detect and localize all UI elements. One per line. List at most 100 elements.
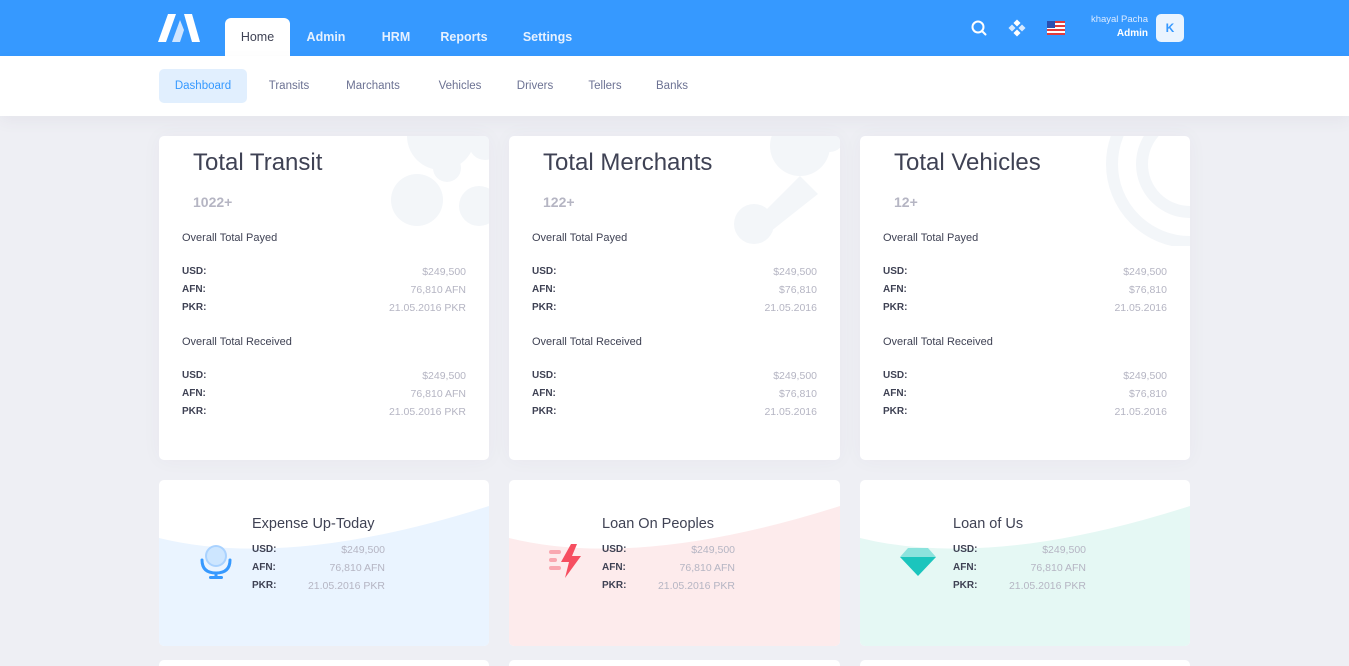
menu-home[interactable]: Home (225, 18, 290, 56)
row-value: $249,500 (422, 370, 466, 382)
lightning-icon (549, 544, 581, 578)
row-key: PKR: (883, 406, 908, 417)
apps-icon[interactable] (1007, 18, 1027, 38)
payed-label: Overall Total Payed (883, 232, 979, 244)
summary-title: Loan On Peoples (602, 516, 715, 532)
received-label: Overall Total Received (182, 336, 292, 348)
row-key: USD: (182, 266, 207, 277)
menu-admin[interactable]: Admin (306, 30, 346, 44)
summary-card-loan-on-peoples: Loan On Peoples USD: $249,500 AFN: 76,81… (509, 480, 840, 646)
row-value: $249,500 (422, 266, 466, 278)
sub-navigation: Dashboard Transits Marchants Vehicles Dr… (0, 56, 1349, 116)
received-label: Overall Total Received (532, 336, 642, 348)
row-key: AFN: (182, 284, 206, 295)
summary-title: Expense Up-Today (252, 516, 375, 532)
card-count: 122+ (543, 194, 575, 210)
row-value: $249,500 (691, 544, 735, 556)
row-value: 76,810 AFN (410, 284, 466, 296)
diamond-icon (900, 548, 936, 576)
card-decoration (391, 136, 489, 226)
tab-vehicles[interactable]: Vehicles (438, 80, 482, 92)
menu-hrm[interactable]: HRM (381, 30, 411, 44)
row-value: $249,500 (1042, 544, 1086, 556)
row-value: 21.05.2016 PKR (388, 302, 466, 314)
tab-tellers[interactable]: Tellers (588, 80, 622, 92)
row-value: $76,810 (779, 388, 817, 400)
row-value: 21.05.2016 PKR (1008, 580, 1086, 592)
avatar[interactable]: K (1156, 14, 1184, 42)
payed-label: Overall Total Payed (532, 232, 628, 244)
top-header: Home Admin HRM Reports Settings khayal P… (0, 0, 1349, 56)
card-wave-background (509, 506, 840, 646)
tab-dashboard[interactable]: Dashboard (159, 69, 247, 103)
stat-card-merchants: Total Merchants 122+ Overall Total Payed… (509, 136, 840, 460)
row-value: 76,810 AFN (329, 562, 385, 574)
tab-marchants[interactable]: Marchants (346, 80, 400, 92)
row-value: 76,810 AFN (410, 388, 466, 400)
stat-card-transit: Total Transit 1022+ Overall Total Payed … (159, 136, 489, 460)
row-key: AFN: (182, 388, 206, 399)
stat-card-vehicles: Total Vehicles 12+ Overall Total Payed U… (860, 136, 1190, 460)
row-value: $249,500 (773, 266, 817, 278)
tab-drivers[interactable]: Drivers (516, 80, 554, 92)
summary-card-loan-of-us: Loan of Us USD: $249,500 AFN: 76,810 AFN… (860, 480, 1190, 646)
row-key: AFN: (252, 562, 276, 573)
row-key: PKR: (252, 580, 277, 591)
user-name: khayal Pacha (1090, 14, 1148, 25)
row-value: 21.05.2016 (764, 406, 817, 418)
row-key: PKR: (883, 302, 908, 313)
next-card-partial (159, 660, 489, 666)
summary-card-expense: Expense Up-Today USD: $249,500 AFN: 76,8… (159, 480, 489, 646)
row-value: $249,500 (773, 370, 817, 382)
row-value: 21.05.2016 (764, 302, 817, 314)
row-key: USD: (182, 370, 207, 381)
row-value: $249,500 (1123, 370, 1167, 382)
row-key: USD: (883, 266, 908, 277)
app-logo[interactable] (158, 14, 200, 42)
row-key: AFN: (953, 562, 977, 573)
row-value: $249,500 (1123, 266, 1167, 278)
row-value: 21.05.2016 PKR (307, 580, 385, 592)
card-title: Total Merchants (543, 149, 713, 176)
row-key: USD: (532, 370, 557, 381)
row-key: USD: (252, 544, 277, 555)
search-icon[interactable] (969, 18, 989, 38)
row-key: AFN: (532, 388, 556, 399)
tab-transits[interactable]: Transits (268, 80, 310, 92)
row-key: USD: (883, 370, 908, 381)
row-value: $76,810 (1129, 284, 1167, 296)
row-key: PKR: (532, 406, 557, 417)
tab-banks[interactable]: Banks (656, 80, 688, 92)
row-value: 21.05.2016 PKR (657, 580, 735, 592)
card-decoration (1106, 136, 1190, 246)
user-role: Admin (1116, 28, 1148, 39)
row-value: $249,500 (341, 544, 385, 556)
summary-title: Loan of Us (953, 516, 1024, 532)
row-key: AFN: (883, 284, 907, 295)
row-value: 21.05.2016 PKR (388, 406, 466, 418)
received-label: Overall Total Received (883, 336, 993, 348)
card-count: 12+ (894, 194, 918, 210)
card-count: 1022+ (193, 194, 233, 210)
row-key: USD: (602, 544, 627, 555)
row-key: AFN: (602, 562, 626, 573)
row-value: 76,810 AFN (1030, 562, 1086, 574)
row-value: 21.05.2016 (1114, 302, 1167, 314)
menu-settings[interactable]: Settings (522, 30, 573, 44)
row-key: PKR: (602, 580, 627, 591)
row-key: PKR: (182, 406, 207, 417)
row-key: USD: (953, 544, 978, 555)
card-title: Total Vehicles (894, 149, 1041, 176)
row-value: 76,810 AFN (679, 562, 735, 574)
mirror-stand-icon (200, 545, 232, 579)
us-flag-icon[interactable] (1046, 18, 1066, 38)
row-value: $76,810 (779, 284, 817, 296)
menu-reports[interactable]: Reports (440, 30, 488, 44)
payed-label: Overall Total Payed (182, 232, 278, 244)
row-key: PKR: (953, 580, 978, 591)
card-wave-background (860, 506, 1190, 646)
card-title: Total Transit (193, 149, 323, 176)
row-key: AFN: (883, 388, 907, 399)
row-key: PKR: (182, 302, 207, 313)
row-value: 21.05.2016 (1114, 406, 1167, 418)
